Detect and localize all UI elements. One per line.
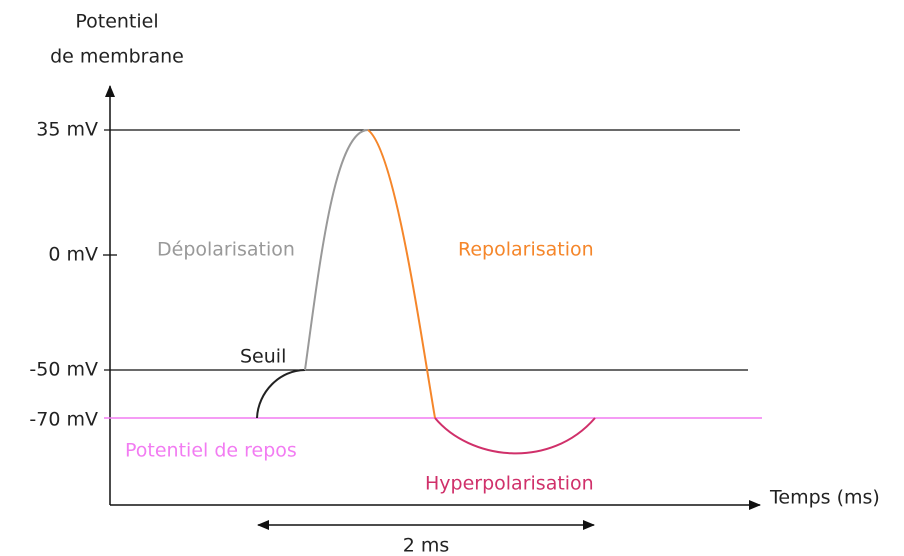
y-tick-label: 0 mV [48, 244, 98, 266]
y-tick-label: -70 mV [29, 409, 98, 431]
repolarisation-label: Repolarisation [458, 239, 594, 261]
repolarisation-curve [367, 129, 436, 419]
seuil-curve [256, 369, 306, 419]
depolarisation-curve [304, 129, 369, 371]
hyperpolarisation-label: Hyperpolarisation [425, 473, 594, 495]
y-label: de membrane [50, 46, 184, 68]
seuil-label: Seuil [240, 346, 286, 368]
y-label: Potentiel [75, 11, 158, 33]
y-tick-label: 35 mV [36, 119, 98, 141]
hyperpolarisation-curve [434, 417, 596, 455]
x-label: Temps (ms) [769, 487, 880, 509]
y-tick-label: -50 mV [29, 359, 98, 381]
depolarisation-label: Dépolarisation [157, 239, 295, 261]
duration-label: 2 ms [403, 535, 450, 556]
repos-label: Potentiel de repos [125, 440, 297, 462]
